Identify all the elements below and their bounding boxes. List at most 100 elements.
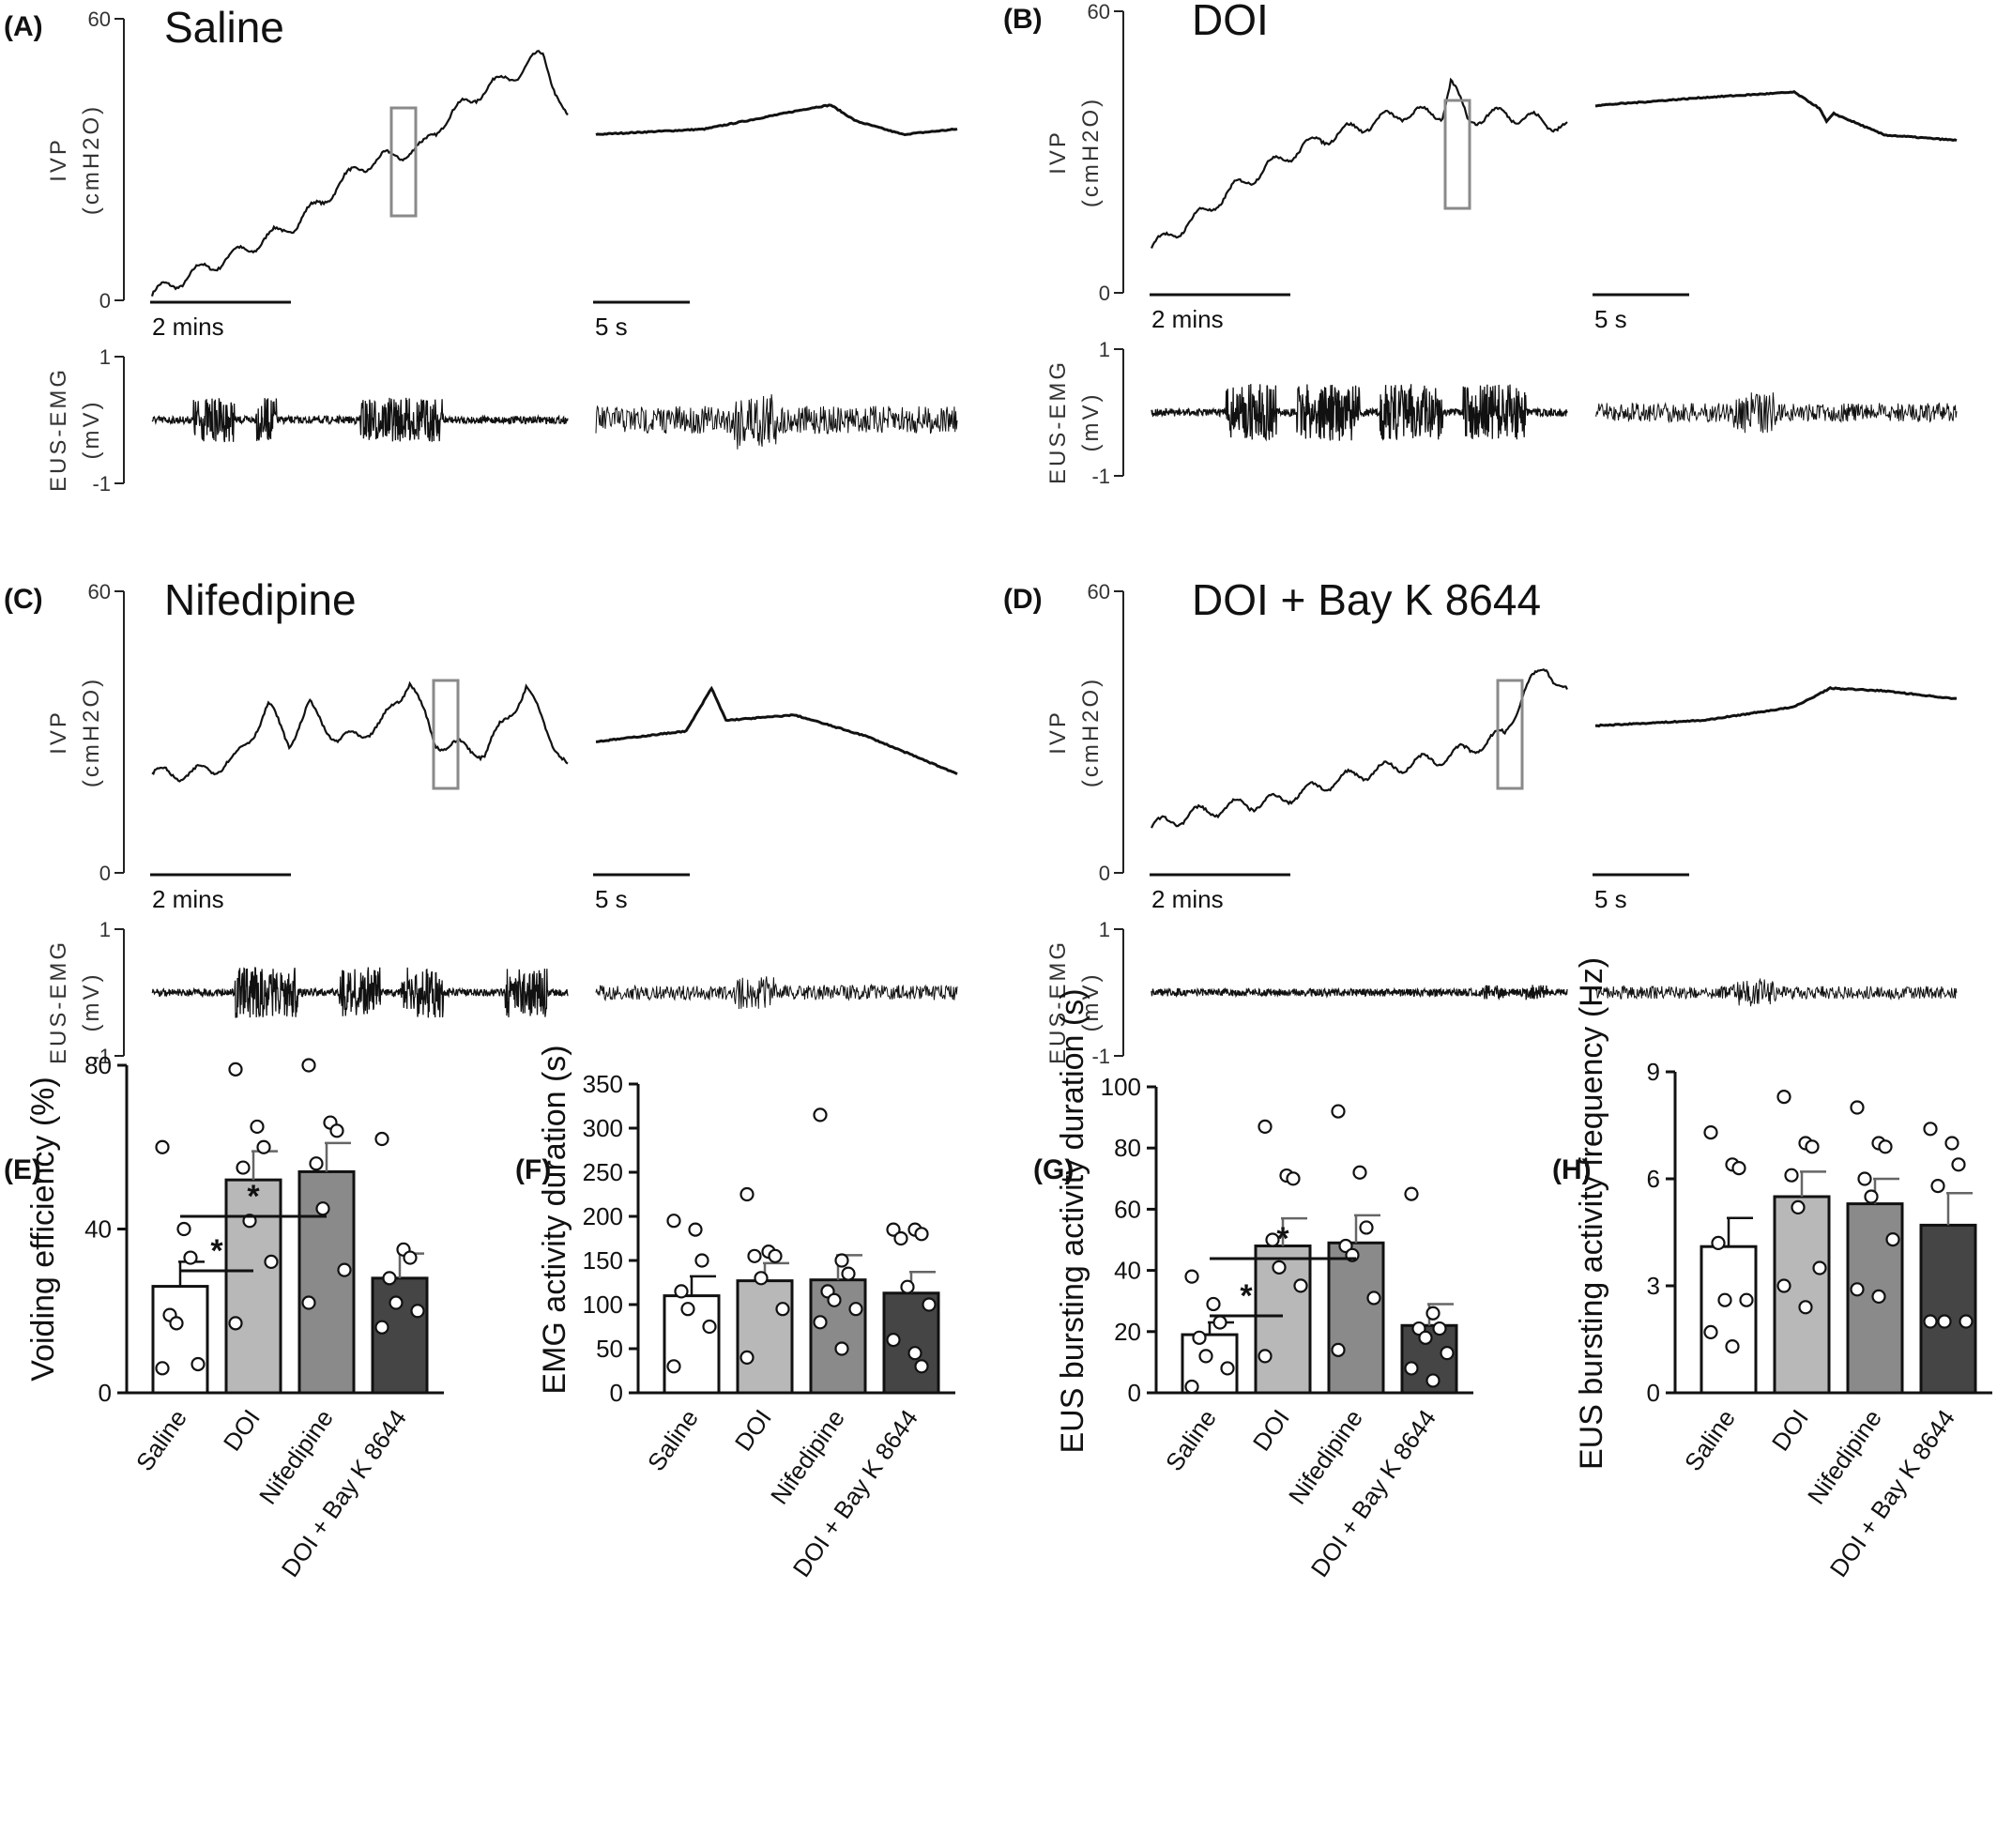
y-axis-label: EMG activity duration (s) xyxy=(537,1045,572,1394)
y-tick-label: 9 xyxy=(1647,1058,1660,1086)
data-point xyxy=(674,1284,689,1299)
data-point xyxy=(775,1302,790,1317)
data-point xyxy=(813,1107,828,1123)
ivp-unit-label: (cmH2O) xyxy=(1078,677,1104,787)
zoom-box xyxy=(1496,679,1524,790)
data-point xyxy=(1711,1235,1726,1251)
scale-short-label: 5 s xyxy=(595,885,628,913)
zoom-box xyxy=(1443,99,1471,210)
data-point xyxy=(169,1316,184,1331)
data-point xyxy=(301,1295,316,1310)
data-point xyxy=(813,1315,828,1330)
data-point xyxy=(1739,1292,1754,1307)
emg-trace xyxy=(1151,985,1568,1000)
data-point xyxy=(1352,1165,1367,1180)
panel-label: (E) xyxy=(4,1154,41,1185)
data-point xyxy=(1864,1189,1879,1204)
y-tick-label: 100 xyxy=(1101,1073,1141,1101)
data-point xyxy=(256,1139,271,1154)
bar xyxy=(1327,1241,1385,1395)
y-tick-label: 20 xyxy=(1114,1318,1141,1346)
data-point xyxy=(1192,1330,1207,1345)
panel-label: (A) xyxy=(4,11,43,42)
data-point xyxy=(1272,1260,1287,1275)
ivp-tick-label: 60 xyxy=(1088,0,1110,23)
y-tick-label: 0 xyxy=(1647,1379,1660,1407)
ivp-tick-label: 60 xyxy=(1088,580,1110,603)
trace-panel: (B) DOI 60 0 IVP (cmH2O) 2 mins 5 s 1 -1 EUS-EMG (m… xyxy=(1003,0,1958,488)
data-point xyxy=(403,1250,418,1265)
data-point xyxy=(1331,1342,1346,1357)
scale-short-label: 5 s xyxy=(595,313,628,341)
y-tick-label: 350 xyxy=(583,1070,623,1098)
scale-long-label: 2 mins xyxy=(1151,885,1224,913)
emg-trace xyxy=(151,397,569,443)
emg-unit-label: (mV) xyxy=(1078,392,1104,452)
trace-panels: (A) Saline 60 0 IVP (cmH2O) 2 mins 5 s 1 -1 EUS-EM… xyxy=(4,0,1958,1068)
emg-tick-label: -1 xyxy=(1091,1045,1110,1068)
data-point xyxy=(702,1319,717,1335)
ivp-zoom-trace xyxy=(595,685,958,776)
data-point xyxy=(301,1058,316,1073)
data-point xyxy=(1184,1269,1199,1284)
data-point xyxy=(374,1131,389,1147)
emg-axis-label: EUS-EMG xyxy=(46,367,71,492)
ivp-zoom-trace xyxy=(1594,685,1958,728)
data-point xyxy=(1212,1315,1227,1330)
emg-zoom-trace xyxy=(1594,392,1958,434)
emg-trace xyxy=(151,967,569,1018)
y-axis-label: Voiding efficiency (%) xyxy=(25,1077,61,1381)
data-point xyxy=(688,1222,703,1237)
data-point xyxy=(1784,1168,1799,1183)
data-point xyxy=(242,1214,257,1229)
data-point xyxy=(1418,1330,1433,1345)
data-point xyxy=(1812,1260,1827,1275)
data-point xyxy=(236,1160,251,1175)
ivp-trace xyxy=(1150,77,1568,249)
data-point xyxy=(309,1156,324,1171)
data-point xyxy=(1717,1292,1732,1307)
data-point xyxy=(1923,1314,1938,1329)
emg-zoom-trace xyxy=(1594,977,1958,1007)
scale-long-label: 2 mins xyxy=(152,885,224,913)
data-point xyxy=(264,1254,279,1270)
data-point xyxy=(374,1320,389,1335)
data-point xyxy=(694,1253,709,1268)
data-point xyxy=(1776,1278,1791,1293)
ivp-trace xyxy=(150,50,569,298)
data-point xyxy=(389,1295,404,1310)
data-point xyxy=(1206,1296,1221,1312)
emg-tick-label: -1 xyxy=(1091,465,1110,488)
emg-tick-label: 1 xyxy=(1099,338,1110,361)
data-point xyxy=(337,1262,352,1277)
data-point xyxy=(1286,1171,1301,1186)
y-tick-label: 40 xyxy=(1114,1257,1141,1285)
panel-label: (B) xyxy=(1003,4,1043,35)
bar xyxy=(1919,1223,1977,1395)
y-tick-label: 60 xyxy=(1114,1195,1141,1223)
emg-zoom-trace xyxy=(595,394,958,450)
data-point xyxy=(886,1332,901,1348)
data-point xyxy=(1878,1139,1893,1154)
y-tick-label: 3 xyxy=(1647,1272,1660,1300)
category-label: Saline xyxy=(642,1404,704,1475)
data-point xyxy=(155,1139,170,1154)
data-point xyxy=(1184,1379,1199,1395)
data-point xyxy=(1703,1324,1718,1340)
bar xyxy=(151,1285,209,1395)
emg-unit-label: (mV) xyxy=(79,972,104,1032)
bar xyxy=(1700,1245,1758,1395)
emg-axis-label: EUS-EMG xyxy=(1045,939,1071,1064)
ivp-tick-label: 0 xyxy=(99,289,111,313)
zoom-box xyxy=(389,106,418,218)
data-point xyxy=(922,1297,937,1312)
data-point xyxy=(1404,1361,1419,1376)
data-point xyxy=(155,1361,170,1376)
emg-tick-label: -1 xyxy=(92,472,111,496)
data-point xyxy=(315,1201,330,1216)
bar-chart: (H) 0 3 6 9 EUS bursting activity frequency (… xyxy=(1552,957,1992,1582)
emg-axis-label: EUS-EMG xyxy=(1045,359,1071,484)
data-point xyxy=(666,1359,681,1374)
y-tick-label: 150 xyxy=(583,1246,623,1275)
